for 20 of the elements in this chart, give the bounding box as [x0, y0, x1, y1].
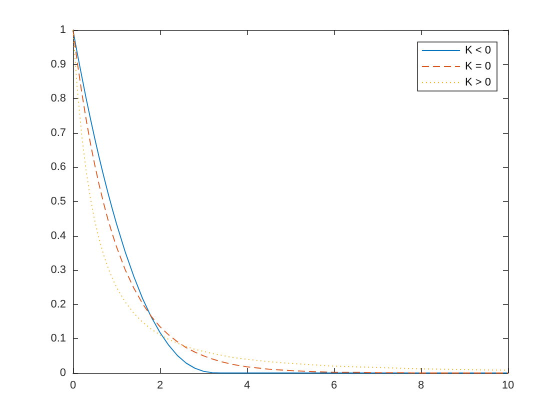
y-tick-label: 0.3	[50, 264, 66, 276]
x-tick-label: 4	[244, 380, 250, 392]
legend-label: K < 0	[465, 44, 492, 56]
x-tick-label: 8	[418, 380, 424, 392]
y-tick-label: 0.5	[50, 196, 66, 208]
y-tick-label: 0	[60, 367, 66, 379]
y-tick-label: 0.2	[50, 298, 66, 310]
x-tick-label: 2	[156, 380, 164, 392]
y-tick-label: 0.9	[50, 58, 66, 70]
legend-label: K = 0	[465, 60, 492, 72]
x-tick-label: 10	[502, 380, 514, 392]
y-tick-label: 0.4	[50, 230, 66, 242]
legend-label: K > 0	[465, 76, 492, 88]
y-tick-label: 0.8	[50, 92, 66, 105]
x-tick-label: 0	[70, 380, 76, 392]
y-tick-label: 0.6	[50, 161, 66, 174]
x-tick-label: 6	[330, 380, 338, 392]
y-tick-label: 0.1	[50, 332, 66, 345]
y-tick-label: 1	[60, 24, 66, 36]
y-tick-label: 0.7	[50, 126, 66, 139]
